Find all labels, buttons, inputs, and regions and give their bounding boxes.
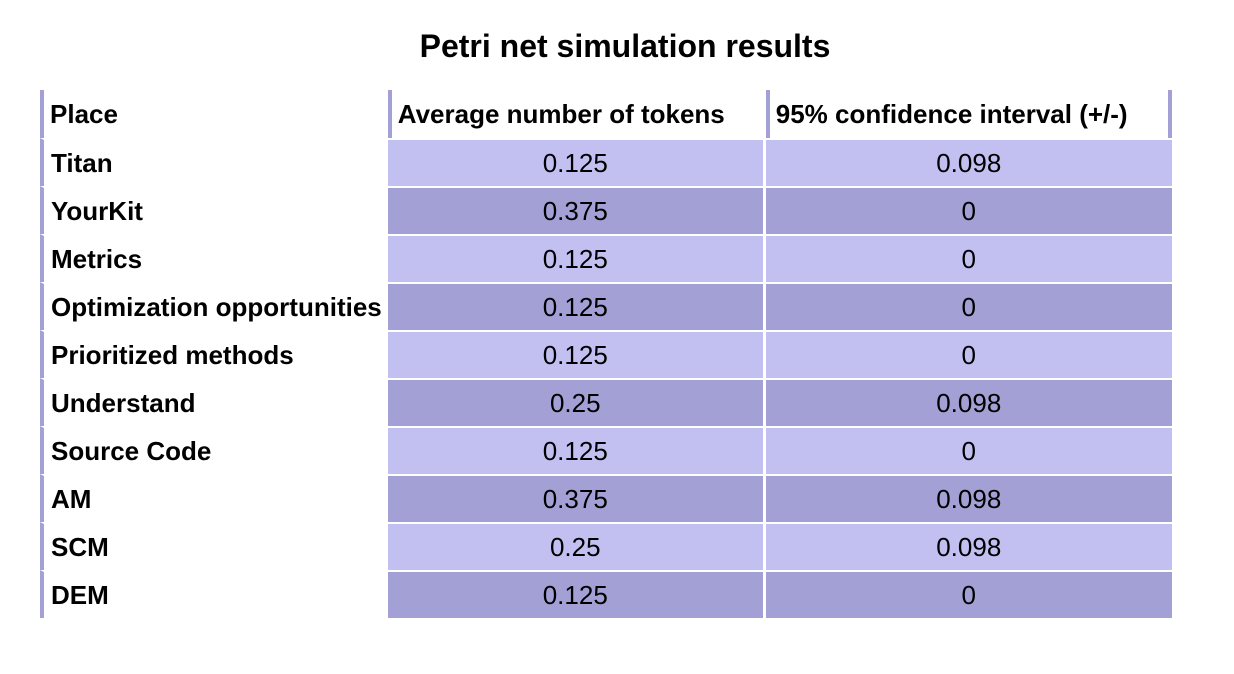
confidence-interval-cell: 0.098 <box>765 138 1172 186</box>
average-tokens-cell: 0.125 <box>387 138 766 186</box>
confidence-interval-cell: 0.098 <box>765 474 1172 522</box>
column-header-confidence-interval: 95% confidence interval (+/-) <box>765 90 1172 138</box>
place-cell: Source Code <box>40 426 388 474</box>
page-title: Petri net simulation results <box>419 28 831 64</box>
average-tokens-cell: 0.125 <box>387 234 766 282</box>
average-tokens-cell: 0.375 <box>387 474 766 522</box>
average-tokens-cell: 0.125 <box>387 330 766 378</box>
table-row: DEM 0.125 0 <box>40 570 1172 618</box>
average-tokens-cell: 0.25 <box>387 522 766 570</box>
place-cell: Metrics <box>40 234 388 282</box>
table-row: AM 0.375 0.098 <box>40 474 1172 522</box>
table-row: SCM 0.25 0.098 <box>40 522 1172 570</box>
column-header-place: Place <box>40 90 388 138</box>
average-tokens-cell: 0.125 <box>387 282 766 330</box>
confidence-interval-cell: 0 <box>765 426 1172 474</box>
place-cell: AM <box>40 474 388 522</box>
table-row: Prioritized methods 0.125 0 <box>40 330 1172 378</box>
confidence-interval-cell: 0 <box>765 570 1172 618</box>
place-cell: DEM <box>40 570 388 618</box>
place-cell: SCM <box>40 522 388 570</box>
table-row: Optimization opportunities 0.125 0 <box>40 282 1172 330</box>
average-tokens-cell: 0.375 <box>387 186 766 234</box>
average-tokens-cell: 0.25 <box>387 378 766 426</box>
place-cell: Understand <box>40 378 388 426</box>
confidence-interval-cell: 0.098 <box>765 522 1172 570</box>
column-header-average-tokens: Average number of tokens <box>387 90 766 138</box>
table-row: Source Code 0.125 0 <box>40 426 1172 474</box>
table-row: Metrics 0.125 0 <box>40 234 1172 282</box>
confidence-interval-cell: 0 <box>765 330 1172 378</box>
confidence-interval-cell: 0 <box>765 282 1172 330</box>
average-tokens-cell: 0.125 <box>387 570 766 618</box>
place-cell: Optimization opportunities <box>40 282 388 330</box>
confidence-interval-cell: 0 <box>765 186 1172 234</box>
place-cell: Prioritized methods <box>40 330 388 378</box>
confidence-interval-cell: 0.098 <box>765 378 1172 426</box>
average-tokens-cell: 0.125 <box>387 426 766 474</box>
confidence-interval-cell: 0 <box>765 234 1172 282</box>
table-row: Titan 0.125 0.098 <box>40 138 1172 186</box>
header-row: Place Average number of tokens 95% confi… <box>40 90 1172 138</box>
table-row: YourKit 0.375 0 <box>40 186 1172 234</box>
place-cell: Titan <box>40 138 388 186</box>
results-table: Place Average number of tokens 95% confi… <box>40 90 1172 618</box>
place-cell: YourKit <box>40 186 388 234</box>
table-row: Understand 0.25 0.098 <box>40 378 1172 426</box>
